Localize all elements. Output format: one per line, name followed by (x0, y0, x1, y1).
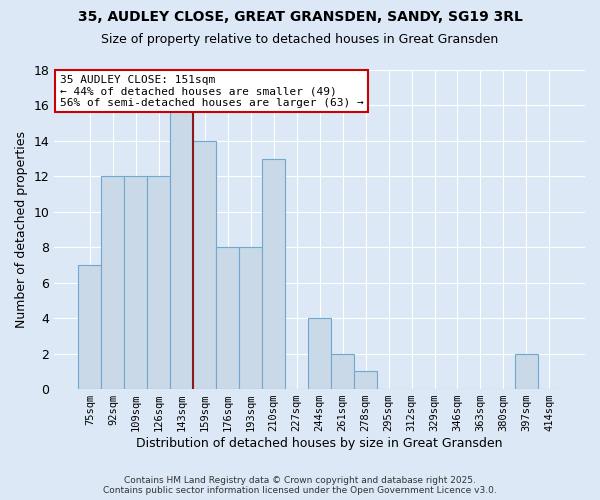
Y-axis label: Number of detached properties: Number of detached properties (15, 131, 28, 328)
Bar (148, 176, 170, 389)
X-axis label: Distribution of detached houses by size in Great Gransden: Distribution of detached houses by size … (136, 437, 503, 450)
Bar (79, 265, 101, 389)
Bar (101, 176, 124, 389)
Text: 35 AUDLEY CLOSE: 151sqm
← 44% of detached houses are smaller (49)
56% of semi-de: 35 AUDLEY CLOSE: 151sqm ← 44% of detache… (59, 75, 364, 108)
Bar (216, 248, 239, 389)
Text: Contains HM Land Registry data © Crown copyright and database right 2025.
Contai: Contains HM Land Registry data © Crown c… (103, 476, 497, 495)
Text: 35, AUDLEY CLOSE, GREAT GRANSDEN, SANDY, SG19 3RL: 35, AUDLEY CLOSE, GREAT GRANSDEN, SANDY,… (77, 10, 523, 24)
Bar (193, 141, 216, 389)
Bar (354, 372, 377, 389)
Bar (515, 354, 538, 389)
Bar (262, 158, 285, 389)
Text: Size of property relative to detached houses in Great Gransden: Size of property relative to detached ho… (101, 32, 499, 46)
Bar (308, 318, 331, 389)
Bar (170, 106, 193, 389)
Bar (331, 354, 354, 389)
Bar (124, 176, 148, 389)
Bar (239, 248, 262, 389)
